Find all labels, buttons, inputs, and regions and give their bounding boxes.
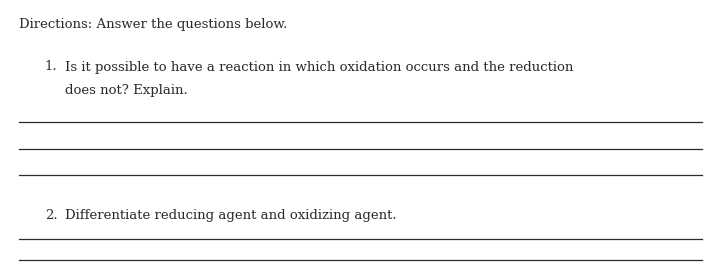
Text: Is it possible to have a reaction in which oxidation occurs and the reduction: Is it possible to have a reaction in whi… xyxy=(65,60,573,73)
Text: Differentiate reducing agent and oxidizing agent.: Differentiate reducing agent and oxidizi… xyxy=(65,209,397,222)
Text: does not? Explain.: does not? Explain. xyxy=(65,84,187,97)
Text: 2.: 2. xyxy=(45,209,58,222)
Text: 1.: 1. xyxy=(45,60,58,73)
Text: Directions: Answer the questions below.: Directions: Answer the questions below. xyxy=(19,18,288,31)
